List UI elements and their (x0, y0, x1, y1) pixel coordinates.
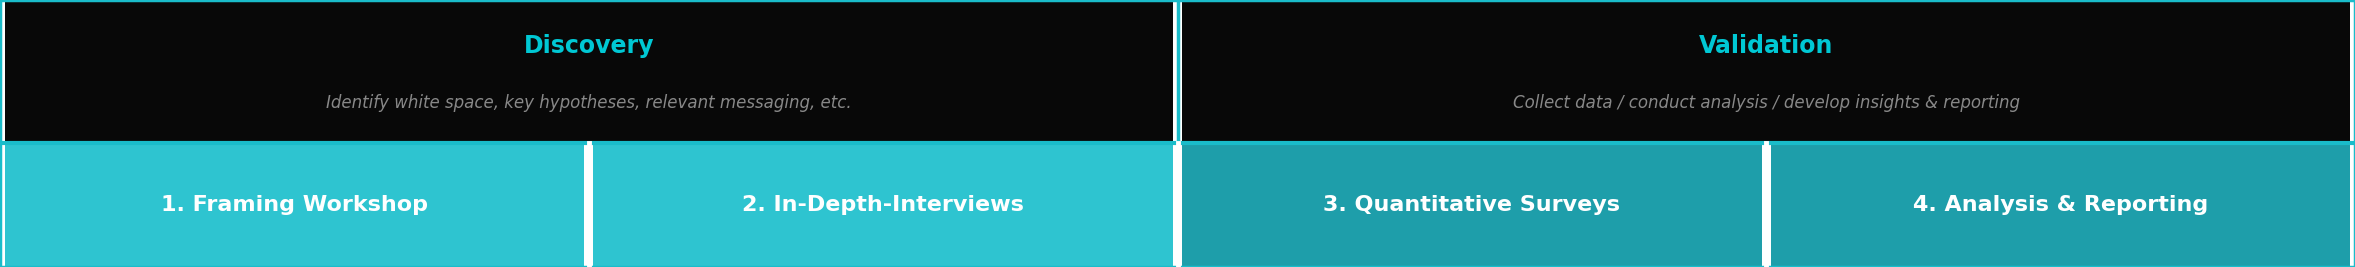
Text: Discovery: Discovery (523, 34, 655, 58)
Text: Identify white space, key hypotheses, relevant messaging, etc.: Identify white space, key hypotheses, re… (325, 94, 853, 112)
Text: 3. Quantitative Surveys: 3. Quantitative Surveys (1324, 195, 1620, 215)
Bar (1182, 143, 1762, 266)
Bar (5, 1, 1173, 142)
Text: 2. In-Depth-Interviews: 2. In-Depth-Interviews (742, 195, 1024, 215)
Bar (593, 143, 1173, 266)
Bar (1182, 1, 2350, 142)
Bar (1771, 143, 2350, 266)
Text: 4. Analysis & Reporting: 4. Analysis & Reporting (1912, 195, 2209, 215)
Text: Collect data / conduct analysis / develop insights & reporting: Collect data / conduct analysis / develo… (1512, 94, 2021, 112)
Text: 1. Framing Workshop: 1. Framing Workshop (160, 195, 429, 215)
Bar (5, 143, 584, 266)
Text: Validation: Validation (1698, 34, 1835, 58)
